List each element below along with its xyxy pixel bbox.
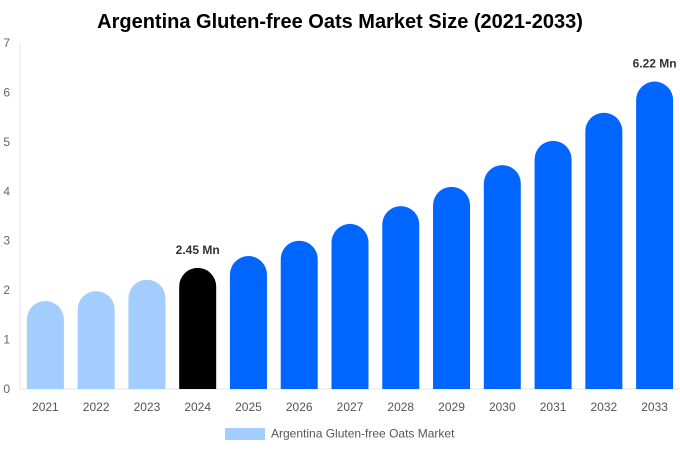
bar-2026 <box>280 240 318 389</box>
bar-2033 <box>636 81 674 389</box>
legend-swatch <box>225 428 265 440</box>
x-tick-label: 2027 <box>337 400 364 414</box>
data-label: 6.22 Mn <box>633 57 677 71</box>
y-tick-label: 7 <box>3 36 10 50</box>
y-tick-label: 0 <box>3 382 10 396</box>
x-tick-label: 2029 <box>438 400 465 414</box>
x-tick-label: 2032 <box>590 400 617 414</box>
bar-2025 <box>229 256 267 389</box>
bar-2024 <box>179 267 217 389</box>
y-tick-label: 3 <box>3 234 10 248</box>
legend[interactable]: Argentina Gluten-free Oats Market <box>225 427 455 441</box>
x-tick-label: 2031 <box>540 400 567 414</box>
y-tick-label: 6 <box>3 85 10 99</box>
bar-2021 <box>26 301 64 389</box>
bar-2028 <box>382 206 420 389</box>
x-tick-label: 2028 <box>387 400 414 414</box>
x-tick-label: 2026 <box>286 400 313 414</box>
y-tick-label: 2 <box>3 283 10 297</box>
y-tick-label: 1 <box>3 333 10 347</box>
x-tick-label: 2023 <box>134 400 161 414</box>
bar-2029 <box>433 186 471 389</box>
bar-2031 <box>534 140 572 389</box>
x-tick-label: 2030 <box>489 400 516 414</box>
x-tick-label: 2033 <box>641 400 668 414</box>
x-tick-label: 2022 <box>83 400 110 414</box>
y-tick-label: 4 <box>3 184 10 198</box>
x-tick-label: 2024 <box>184 400 211 414</box>
bar-2023 <box>128 279 166 389</box>
bar-2032 <box>585 112 623 390</box>
bar-2030 <box>483 165 521 389</box>
bar-2027 <box>331 223 369 389</box>
chart-title: Argentina Gluten-free Oats Market Size (… <box>97 11 583 33</box>
y-tick-label: 5 <box>3 135 10 149</box>
x-tick-label: 2021 <box>32 400 59 414</box>
x-tick-label: 2025 <box>235 400 262 414</box>
bar-2022 <box>77 291 115 389</box>
legend-label: Argentina Gluten-free Oats Market <box>271 427 455 441</box>
data-label: 2.45 Mn <box>176 243 220 257</box>
